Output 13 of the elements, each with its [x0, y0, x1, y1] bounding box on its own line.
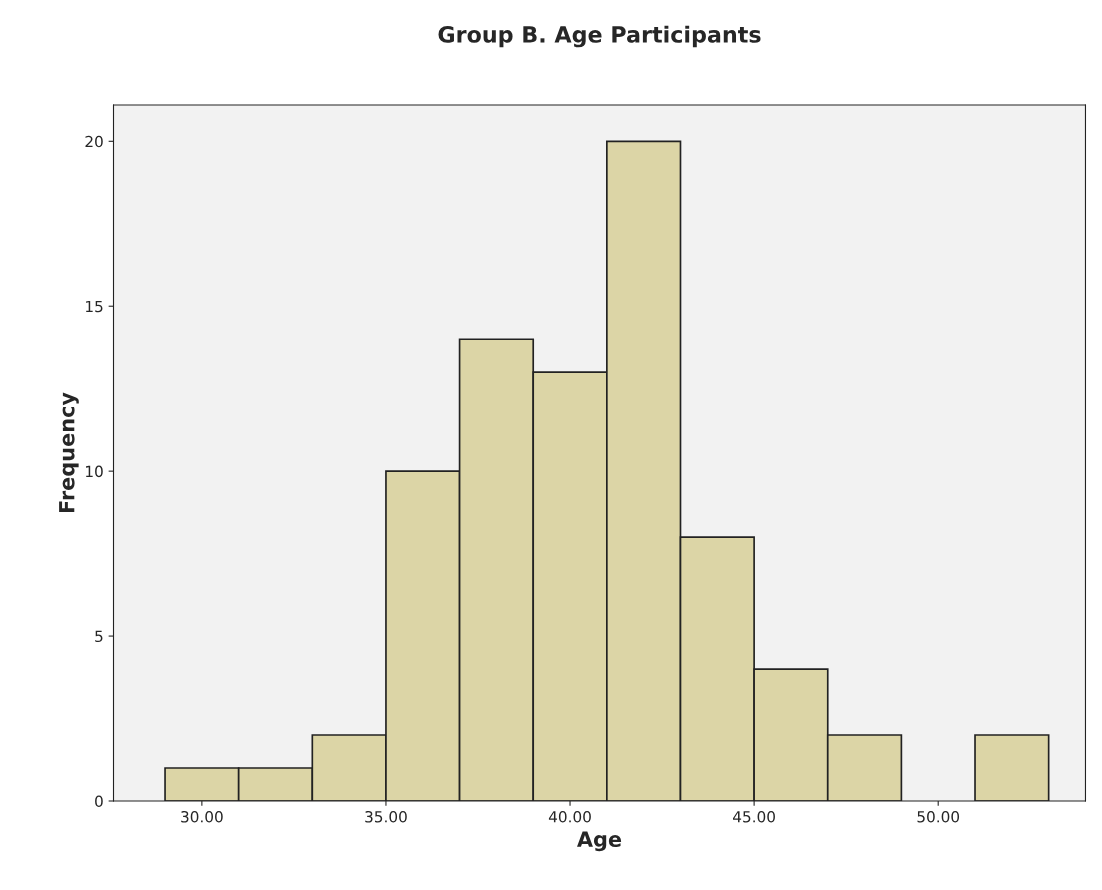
y-tick-label: 0 [95, 795, 103, 808]
x-axis-title: Age [577, 831, 622, 852]
y-axis-title: Frequency [59, 392, 79, 513]
x-tick-label: 30.00 [181, 810, 223, 823]
chart-title: Group B. Age Participants [438, 25, 761, 48]
y-tick-label: 20 [85, 135, 103, 148]
x-tick-label: 35.00 [365, 810, 407, 823]
x-tick-label: 40.00 [548, 810, 591, 823]
y-tick-label: 15 [86, 300, 103, 313]
x-tick-label: 50.00 [917, 810, 960, 823]
y-tick-label: 5 [95, 630, 103, 643]
x-tick-label: 45.00 [733, 810, 775, 823]
y-tick-label: 10 [86, 465, 103, 478]
